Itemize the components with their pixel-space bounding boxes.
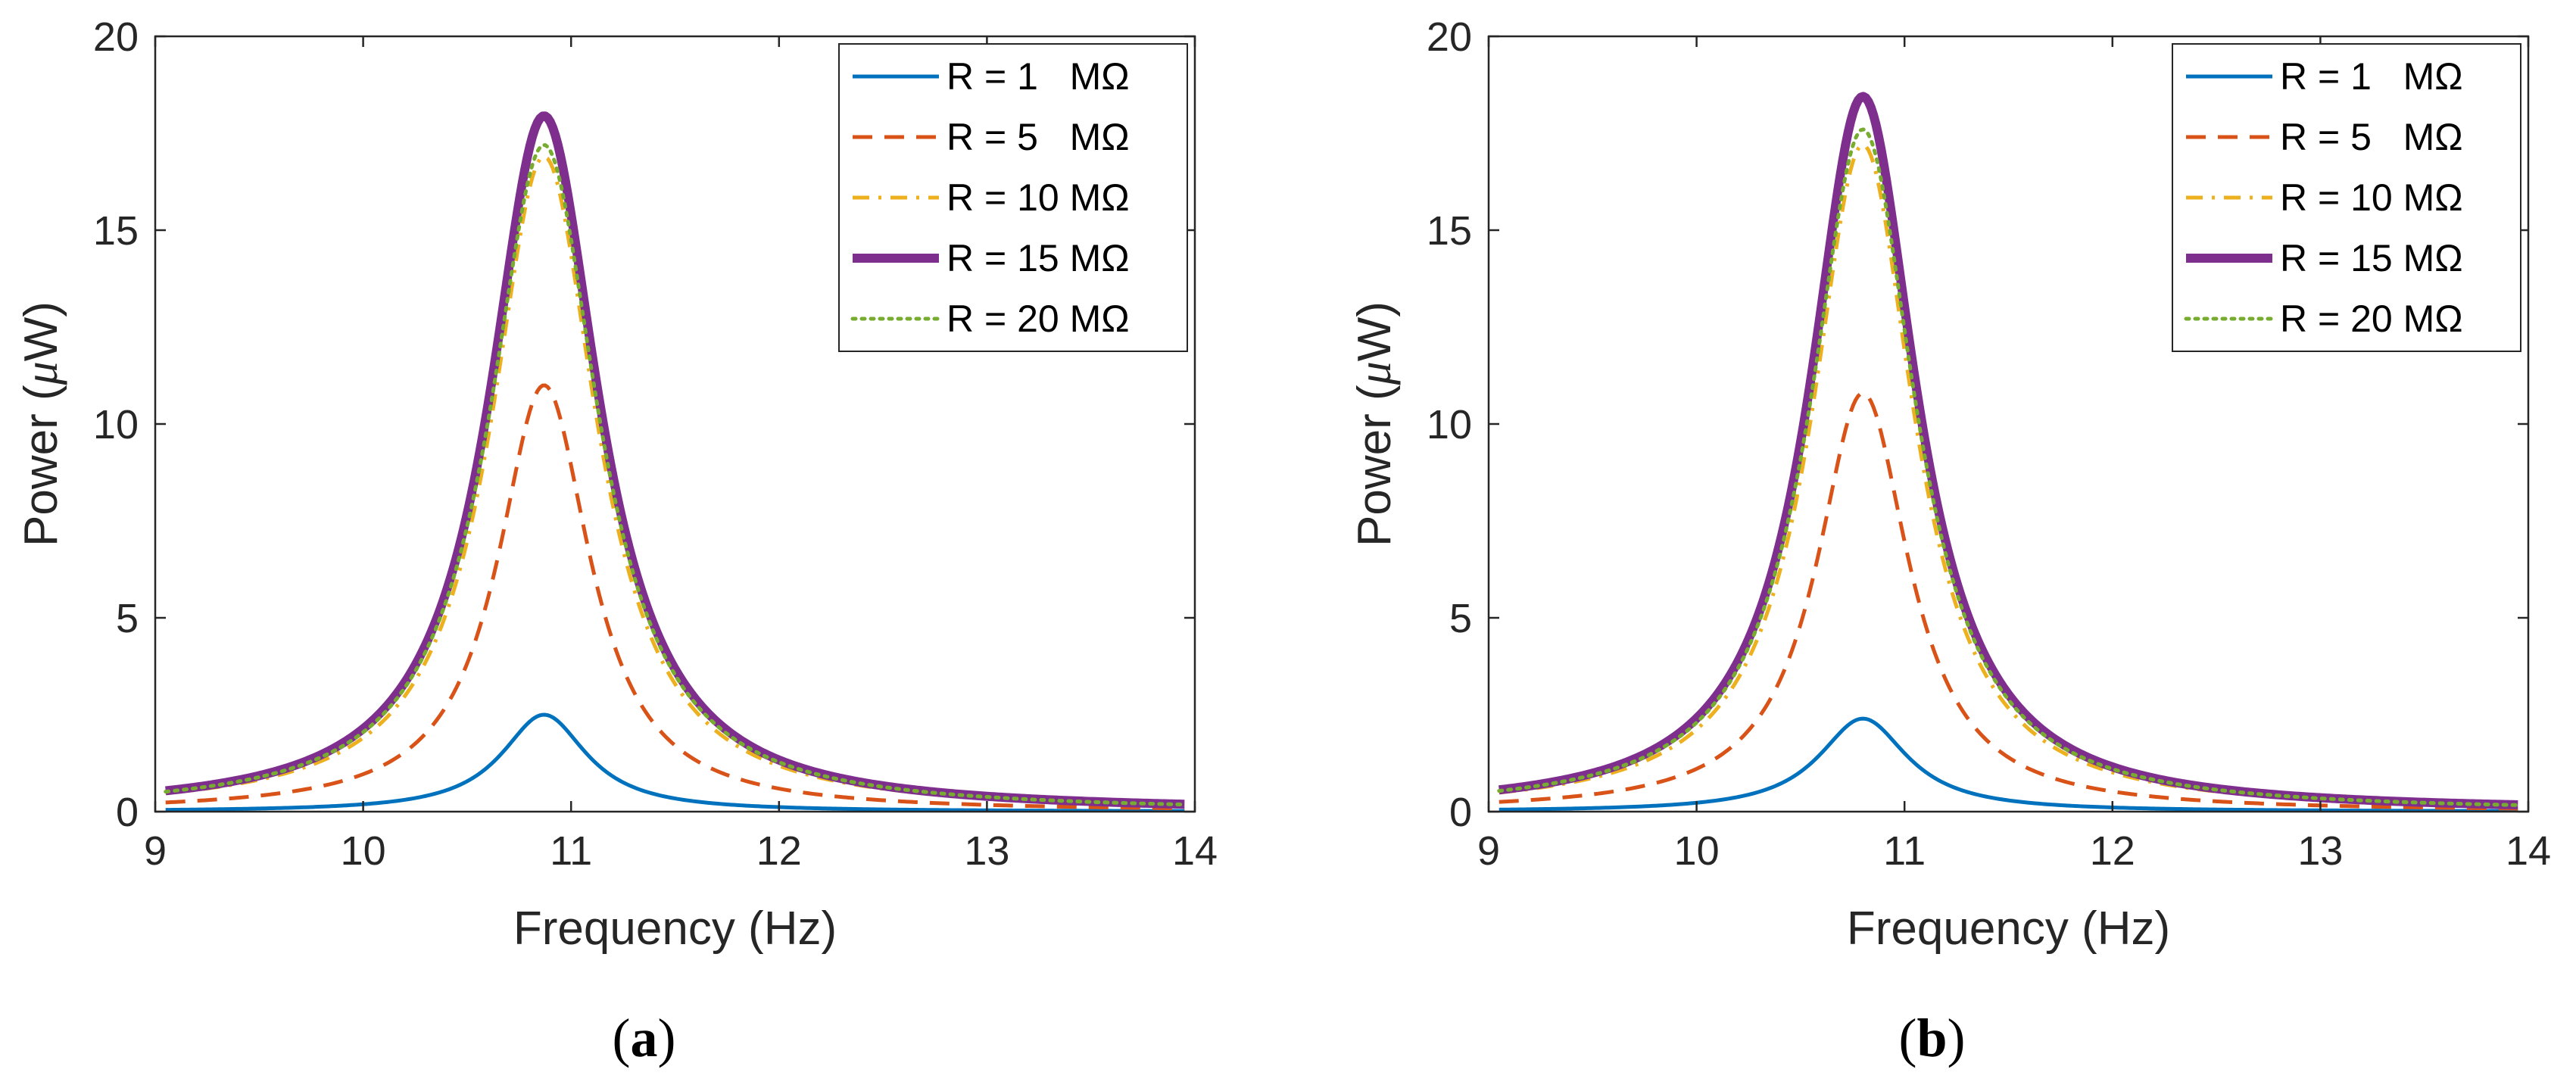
legend-label-4: R = 15 MΩ [2280, 237, 2463, 279]
y-axis-label-mu: μ [16, 361, 67, 385]
series-line-1 [1499, 716, 2518, 812]
y-tick-label: 15 [1427, 208, 1472, 254]
y-axis-label-mu: μ [1349, 361, 1401, 385]
y-tick-label: 10 [93, 402, 139, 447]
x-tick-label: 10 [1674, 828, 1720, 874]
y-axis-label: Power (μW) [15, 301, 67, 547]
y-tick-label: 15 [93, 208, 139, 254]
x-tick-label: 13 [964, 828, 1009, 874]
y-tick-label: 20 [93, 14, 139, 60]
caption-b: (b) [1898, 1008, 1966, 1068]
legend: R = 1 MΩ R = 5 MΩ R = 10 MΩ R = 15 MΩ R = 20… [2172, 43, 2521, 352]
legend-box [838, 43, 1188, 352]
chart-panel-b: 9 10 11 12 13 14 0 5 10 15 20 Frequency (Hz) Power (… [1288, 0, 2576, 1088]
x-tick-label: 12 [756, 828, 802, 874]
series-line-5 [164, 143, 1187, 807]
series-line-1 [165, 712, 1185, 812]
chart-a-svg: 9 10 11 12 13 14 0 5 10 15 20 Frequency (Hz) Power (… [15, 14, 1218, 955]
series-line-3 [1499, 142, 2518, 808]
chart-panel-a: 9 10 11 12 13 14 0 5 10 15 20 Frequency (Hz) Power (… [15, 14, 1218, 1068]
legend-label-5: R = 20 MΩ [2280, 298, 2463, 340]
y-tick-label: 10 [1427, 402, 1472, 447]
legend-label-1: R = 1 MΩ [2280, 55, 2463, 98]
y-axis-label-prefix: Power ( [15, 385, 67, 547]
x-tick-label: 14 [2506, 828, 2551, 874]
y-tick-label: 5 [1449, 596, 1472, 641]
y-axis-label-prefix: Power ( [1349, 385, 1401, 547]
x-tick-label: 9 [1477, 828, 1500, 874]
legend-label-2: R = 5 MΩ [2280, 116, 2463, 158]
x-tick-label: 14 [1172, 828, 1218, 874]
plot-area [164, 111, 1187, 812]
x-axis-label: Frequency (Hz) [1847, 903, 2170, 955]
plot-area [1497, 92, 2520, 812]
x-tick-label: 10 [341, 828, 386, 874]
y-axis-label: Power (μW) [1349, 301, 1401, 547]
series-line-5 [1497, 127, 2520, 807]
series-line-2 [165, 383, 1185, 811]
x-tick-label: 11 [1883, 828, 1926, 874]
series-line-2 [1499, 391, 2518, 811]
x-tick-label: 13 [2297, 828, 2343, 874]
x-tick-label: 9 [144, 828, 167, 874]
chart-b-svg: 9 10 11 12 13 14 0 5 10 15 20 Frequency (Hz) Power (… [1349, 14, 2551, 955]
y-tick-label: 5 [116, 596, 139, 641]
x-tick-label: 11 [550, 828, 592, 874]
x-tick-label: 12 [2090, 828, 2135, 874]
x-axis-label: Frequency (Hz) [513, 903, 837, 955]
legend-label-1: R = 1 MΩ [947, 55, 1130, 98]
legend-label-2: R = 5 MΩ [947, 116, 1130, 158]
y-tick-label: 0 [116, 790, 139, 835]
caption-a: (a) [612, 1008, 676, 1068]
y-tick-label: 20 [1427, 14, 1472, 60]
legend: R = 1 MΩ R = 5 MΩ R = 10 MΩ R = 15 MΩ R = 20… [838, 43, 1188, 352]
y-axis-label-suffix: W) [15, 301, 67, 361]
y-tick-label: 0 [1449, 790, 1472, 835]
legend-label-5: R = 20 MΩ [947, 298, 1130, 340]
legend-label-3: R = 10 MΩ [2280, 176, 2463, 219]
y-axis-label-suffix: W) [1349, 301, 1401, 361]
legend-label-3: R = 10 MΩ [947, 176, 1130, 219]
legend-label-4: R = 15 MΩ [947, 237, 1130, 279]
